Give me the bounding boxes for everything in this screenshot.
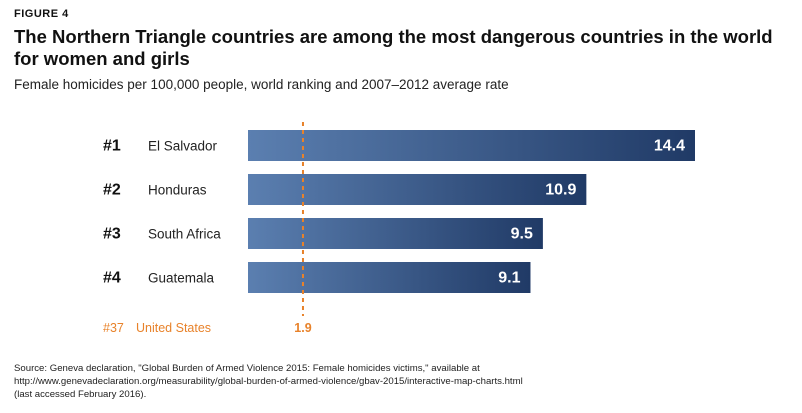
bar-value-label: 14.4 (654, 138, 685, 155)
category-label: Honduras (148, 183, 207, 198)
bar-value-label: 9.1 (498, 270, 520, 287)
category-label: El Salvador (148, 139, 218, 154)
bar-chart: #1 El Salvador 14.4 #2 Honduras 10.9 #3 South A… (103, 122, 695, 335)
category-label: Guatemala (148, 271, 215, 286)
rank-label: #2 (103, 182, 121, 199)
bar-value-label: 9.5 (511, 226, 533, 243)
source-line-2: http://www.genevadeclaration.org/measura… (14, 376, 523, 387)
bar (248, 174, 587, 205)
rank-label: #3 (103, 226, 121, 243)
category-label: South Africa (148, 227, 221, 242)
figure-label: FIGURE 4 (14, 8, 69, 20)
reference-rank-label: #37 (103, 321, 124, 335)
bar (248, 262, 531, 293)
bar-value-label: 10.9 (545, 182, 576, 199)
bars-layer: #1 El Salvador 14.4 #2 Honduras 10.9 #3 South A… (103, 130, 695, 293)
reference-layer: #37 United States 1.9 (103, 122, 312, 335)
source-note: Source: Geneva declaration, "Global Burd… (14, 362, 794, 401)
rank-label: #1 (103, 138, 121, 155)
bar (248, 130, 695, 161)
source-line-3: (last accessed February 2016). (14, 389, 147, 400)
rank-label: #4 (103, 270, 121, 287)
bar (248, 218, 543, 249)
reference-category-label: United States (136, 321, 211, 335)
source-line-1: Source: Geneva declaration, "Global Burd… (14, 363, 480, 374)
chart-subtitle: Female homicides per 100,000 people, wor… (14, 77, 509, 92)
chart-title: The Northern Triangle countries are amon… (14, 26, 773, 69)
reference-value-label: 1.9 (294, 321, 311, 335)
